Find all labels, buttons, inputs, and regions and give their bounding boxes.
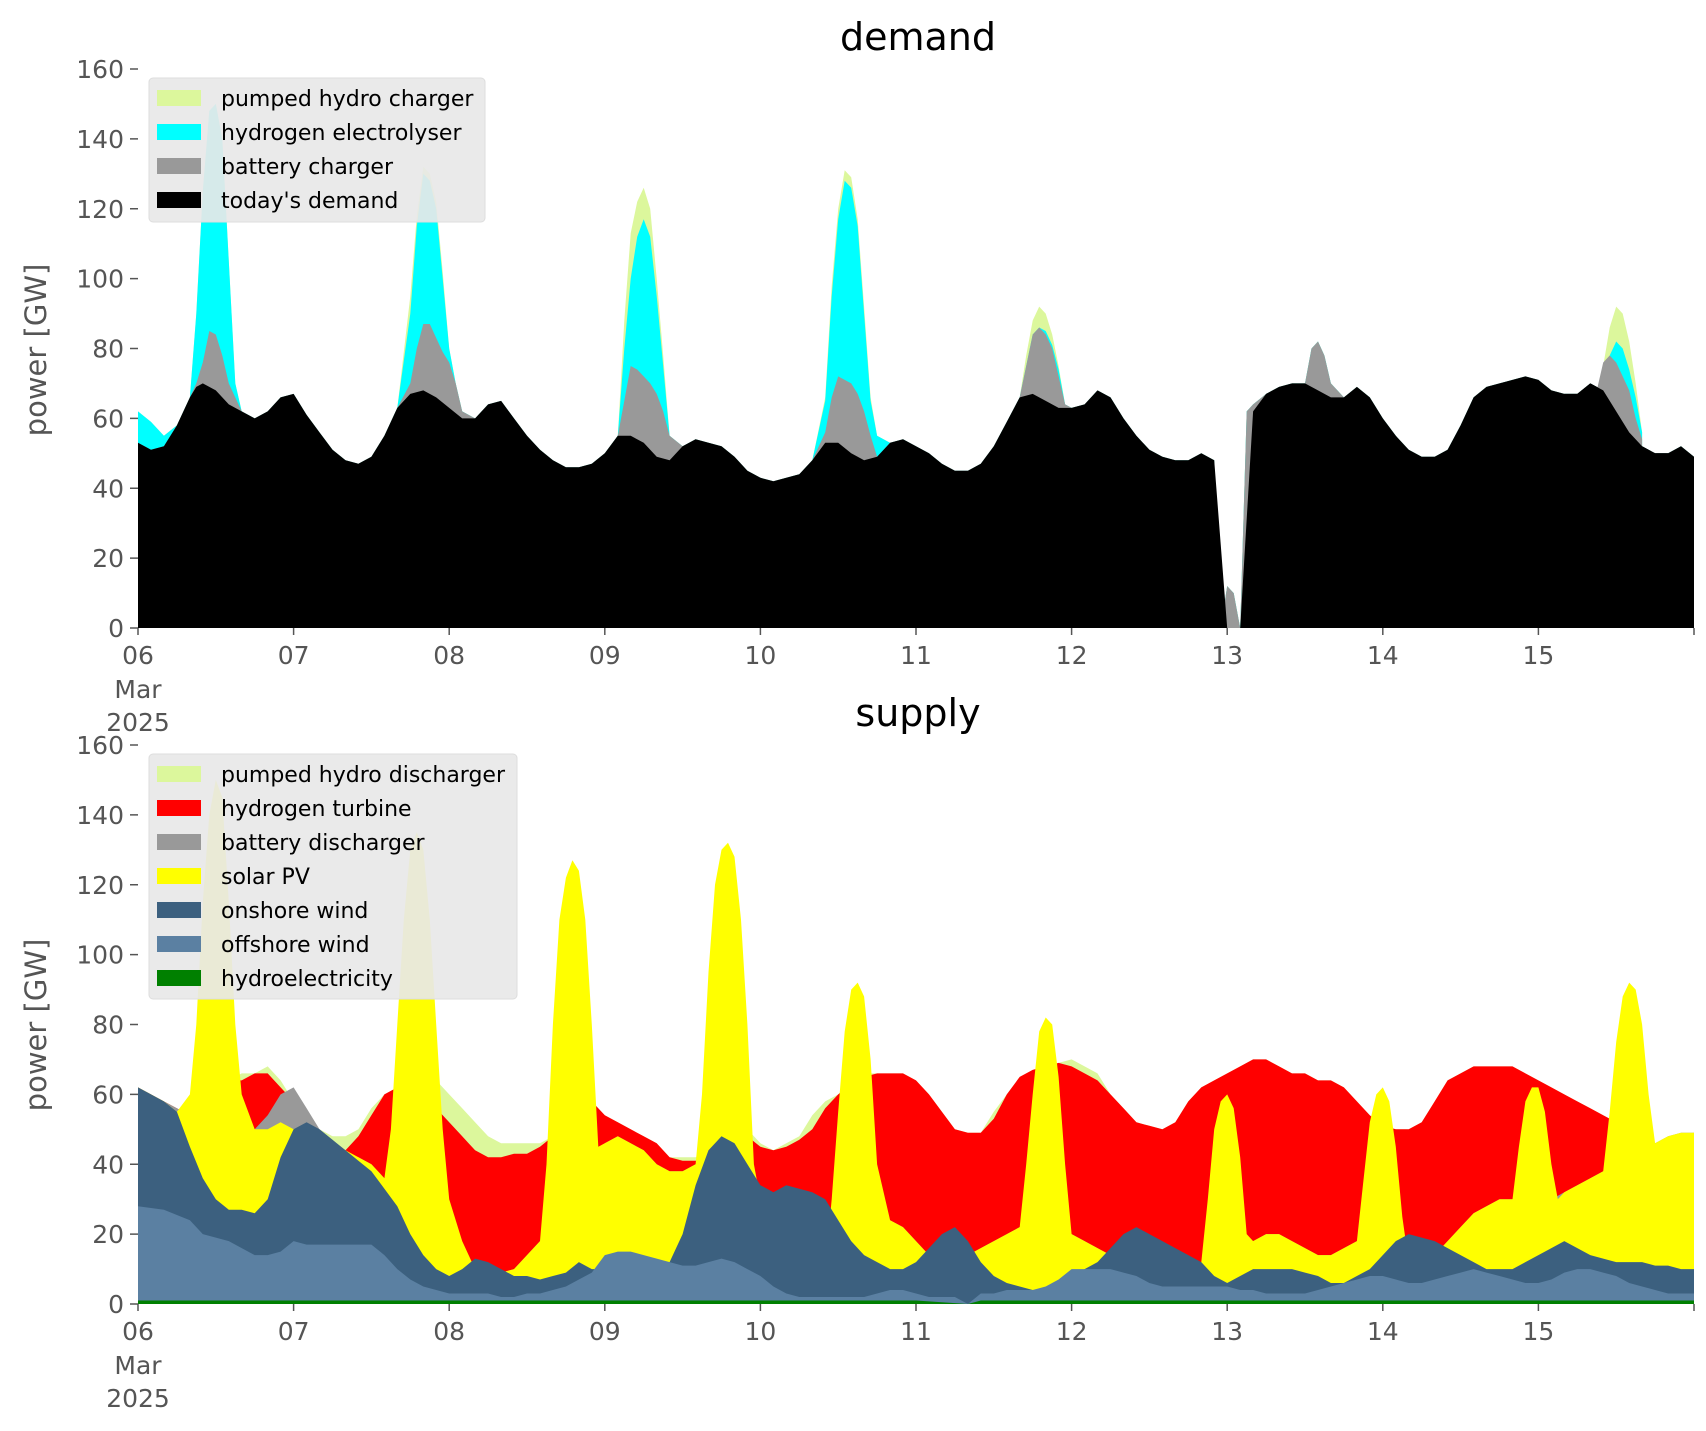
x-tick-label: 14 — [1367, 1317, 1399, 1346]
legend-entry: offshore wind — [221, 933, 370, 958]
legend-swatch — [157, 970, 201, 986]
y-axis-label: power [GW] — [19, 939, 53, 1112]
x-tick-label: 10 — [744, 641, 776, 670]
legend-entry: pumped hydro charger — [221, 87, 474, 112]
legend-box — [148, 753, 518, 1000]
y-tick-label: 80 — [92, 1011, 124, 1040]
legend: pumped hydro charger hydrogen electrolyse… — [148, 77, 486, 223]
x-tick-label: 12 — [1056, 1317, 1088, 1346]
y-tick-label: 20 — [92, 1220, 124, 1249]
area-hydroelectricity — [138, 1300, 1694, 1304]
legend-entry: hydrogen turbine — [221, 797, 412, 822]
legend-swatch — [157, 90, 201, 106]
x-tick-sublabel: 2025 — [106, 708, 170, 737]
x-tick-label: 08 — [433, 641, 465, 670]
y-tick-label: 20 — [92, 544, 124, 573]
x-tick-label: 11 — [900, 641, 932, 670]
y-tick-label: 160 — [76, 55, 124, 84]
legend-swatch — [157, 936, 201, 952]
legend-swatch — [157, 902, 201, 918]
legend: pumped hydro discharger hydrogen turbine b… — [148, 753, 518, 1000]
x-tick-label: 15 — [1522, 1317, 1554, 1346]
x-tick-sublabel: 2025 — [106, 1384, 170, 1413]
legend-swatch — [157, 192, 201, 208]
y-tick-label: 140 — [76, 801, 124, 830]
x-tick-label: 15 — [1522, 641, 1554, 670]
legend-swatch — [157, 124, 201, 140]
x-tick-label: 14 — [1367, 641, 1399, 670]
legend-entry: battery charger — [221, 155, 394, 180]
x-tick-sublabel: Mar — [114, 1351, 162, 1380]
chart-title: supply — [855, 691, 980, 735]
legend-entry: pumped hydro discharger — [221, 763, 506, 788]
x-tick-label: 08 — [433, 1317, 465, 1346]
x-tick-label: 11 — [900, 1317, 932, 1346]
legend-swatch — [157, 766, 201, 782]
legend-swatch — [157, 868, 201, 884]
area-layers — [138, 779, 1694, 1304]
chart-title: demand — [840, 15, 996, 59]
y-tick-label: 0 — [108, 1290, 124, 1319]
legend-swatch — [157, 800, 201, 816]
y-tick-label: 100 — [76, 265, 124, 294]
y-axis: 0 20 40 60 80 100 120 140 160 — [76, 55, 138, 643]
legend-swatch — [157, 834, 201, 850]
x-tick-label: 09 — [589, 1317, 621, 1346]
x-axis: 06 Mar 2025 07 08 09 10 11 12 13 14 15 — [106, 628, 1695, 737]
area-today-s-demand — [138, 376, 1694, 628]
x-tick-label: 13 — [1211, 1317, 1243, 1346]
supply-chart: supply power [GW] 020406080100120140160 … — [19, 691, 1695, 1413]
y-tick-label: 60 — [92, 404, 124, 433]
y-tick-label: 100 — [76, 941, 124, 970]
legend-entry: hydroelectricity — [221, 967, 393, 992]
x-tick-label: 09 — [589, 641, 621, 670]
y-tick-label: 120 — [76, 871, 124, 900]
area-hydrogen-turbine — [138, 1059, 1694, 1304]
x-tick-label: 10 — [744, 1317, 776, 1346]
x-tick-label: 07 — [278, 641, 310, 670]
y-tick-label: 140 — [76, 125, 124, 154]
legend-entry: battery discharger — [221, 831, 426, 856]
y-tick-label: 80 — [92, 335, 124, 364]
legend-entry: hydrogen electrolyser — [221, 121, 462, 146]
x-tick-label: 12 — [1056, 641, 1088, 670]
x-axis: 06 Mar 2025 07 08 09 10 11 12 13 14 15 — [106, 1304, 1695, 1413]
y-tick-label: 160 — [76, 731, 124, 760]
x-tick-label: 06 — [122, 641, 154, 670]
demand-chart: demand power [GW] 020406080100120140160 … — [19, 15, 1695, 737]
y-tick-label: 0 — [108, 614, 124, 643]
legend-swatch — [157, 158, 201, 174]
area-offshore-wind — [138, 1206, 1694, 1304]
legend-entry: today's demand — [221, 189, 398, 214]
y-axis-label: power [GW] — [19, 264, 53, 437]
x-tick-label: 07 — [278, 1317, 310, 1346]
x-tick-sublabel: Mar — [114, 675, 162, 704]
area-demand-repaint — [1564, 383, 1669, 628]
legend-box — [148, 77, 486, 223]
area-layers — [138, 103, 1694, 628]
y-axis: 0 20 40 60 80 100 120 140 160 — [76, 731, 138, 1319]
x-tick-label: 13 — [1211, 641, 1243, 670]
y-tick-label: 40 — [92, 1150, 124, 1179]
legend-entry: onshore wind — [221, 899, 368, 924]
y-tick-label: 120 — [76, 195, 124, 224]
legend-entry: solar PV — [221, 865, 310, 890]
y-tick-label: 60 — [92, 1080, 124, 1109]
y-tick-label: 40 — [92, 474, 124, 503]
x-tick-label: 06 — [122, 1317, 154, 1346]
